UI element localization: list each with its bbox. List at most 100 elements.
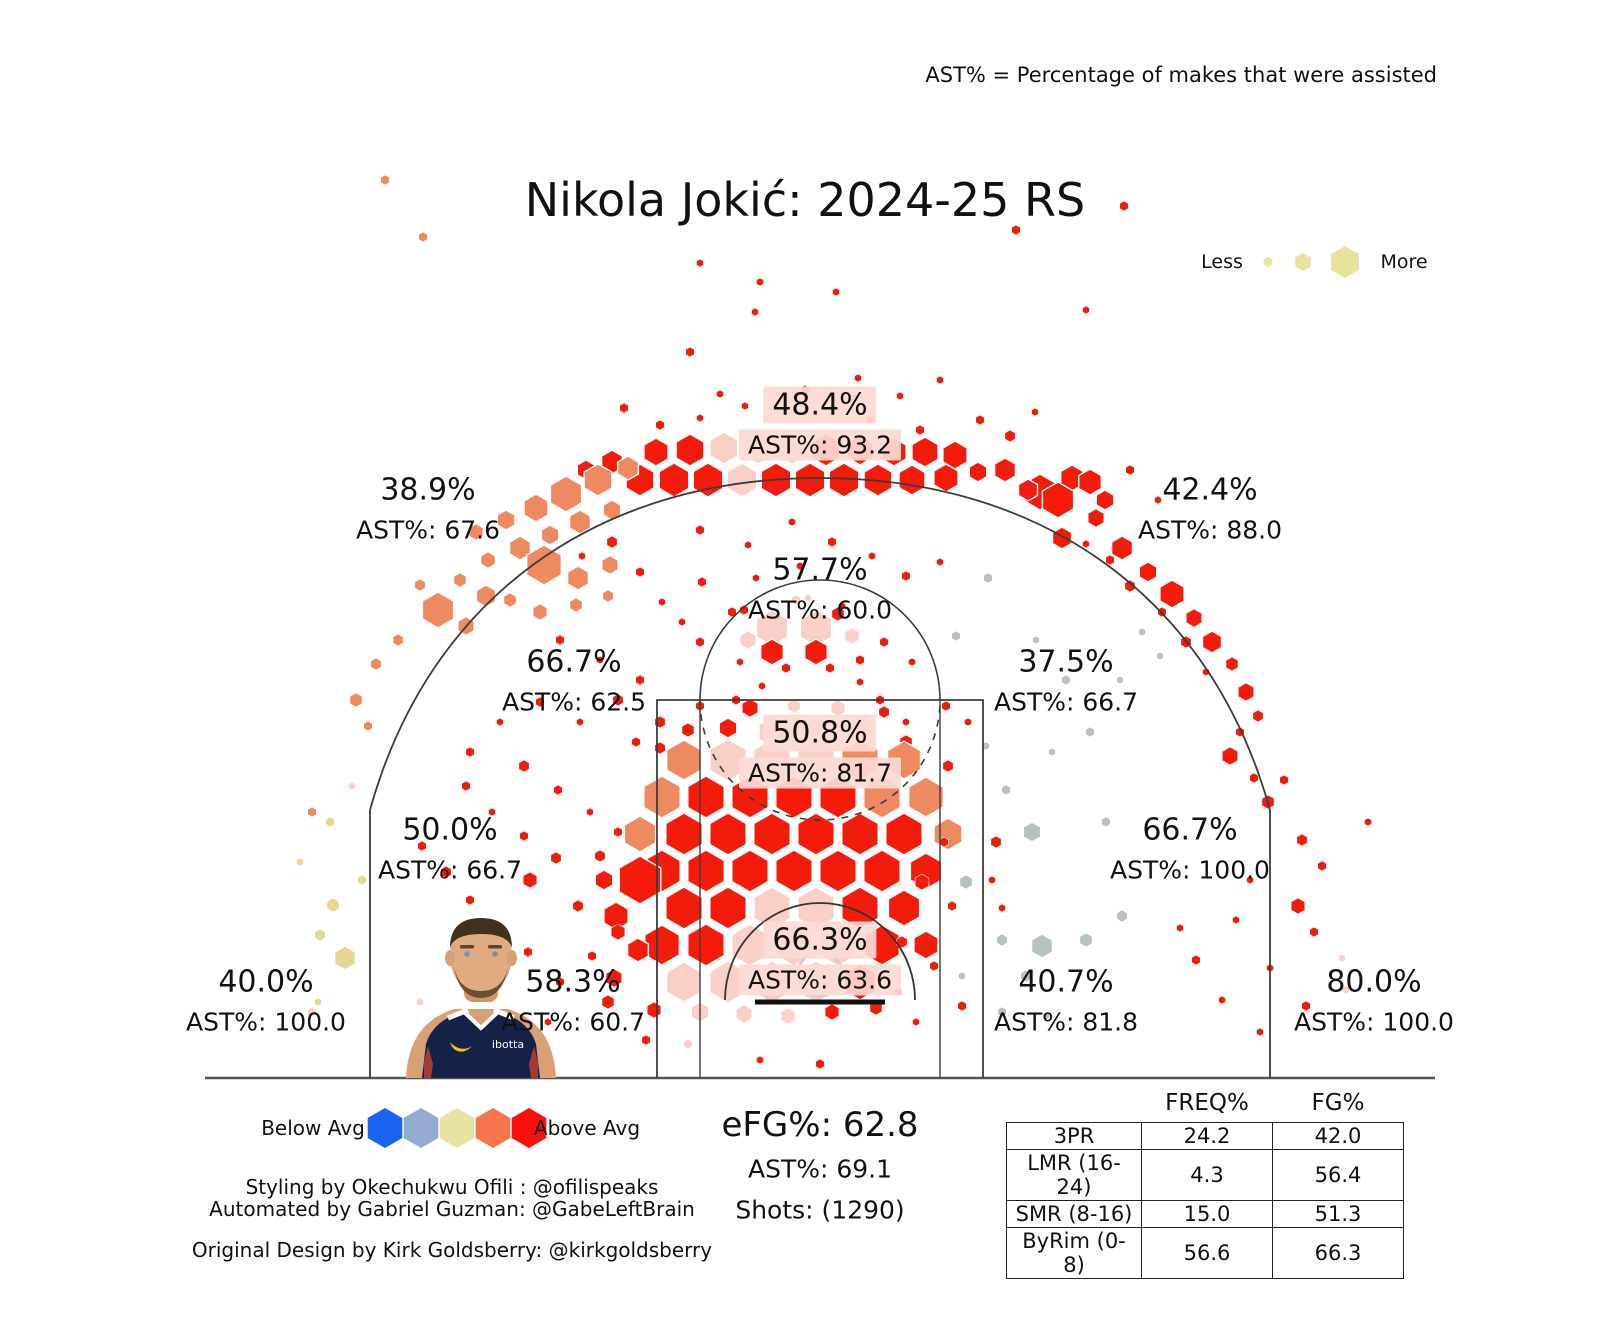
shot-hex [1364,817,1372,827]
shot-hex [635,566,645,578]
shot-hex [831,606,845,622]
shot-hex [1301,1000,1311,1012]
shot-hex [523,946,533,958]
zone-fg-label: 66.3% [763,921,877,959]
shot-hex [933,817,963,851]
shot-hex [827,536,837,548]
range-value-cell: 56.6 [1141,1227,1273,1279]
shot-hex [1022,821,1042,843]
shot-hex [939,836,949,848]
shot-hex [908,776,944,818]
shot-hex [911,436,939,468]
shot-hex [1119,200,1129,212]
shot-hex [941,700,951,712]
zone-ast-label: AST%: 60.7 [500,1007,646,1037]
shot-hex [696,413,704,423]
shot-hex [569,597,583,613]
shot-hex [314,928,326,942]
shot-hex [646,1001,662,1019]
range-label-cell: SMR (8-16) [1006,1200,1142,1228]
shot-hex [752,573,760,583]
shot-hex [887,889,921,927]
range-label-cell: LMR (16-24) [1006,1149,1142,1201]
shot-hex [348,781,356,791]
zone-fg-label: 38.9% [380,472,476,508]
shot-hex [363,720,373,732]
shot-hex [942,759,954,773]
shot-hex [296,857,304,867]
shot-hex [1156,651,1164,661]
shot-hex [879,636,889,648]
shot-hex [503,592,517,608]
shot-hex [1004,429,1016,443]
table-row: ByRim (0-8) 56.6 66.3 [1006,1227,1404,1279]
shot-hex [613,826,623,838]
shot-hex [727,606,737,618]
shot-hex [523,493,549,523]
shot-hex [841,812,879,856]
shot-hex [658,462,690,498]
shot-hex [709,812,747,856]
shot-hex [1105,554,1115,566]
shot-hex [488,807,496,817]
shot-hex [576,717,584,727]
color-legend-hex [367,1108,403,1148]
page-title: Nikola Jokić: 2024-25 RS [524,173,1086,227]
shot-hex [380,174,390,186]
shots-summary: Shots: (1290) [735,1195,905,1225]
zone-ast-label: AST%: 60.0 [747,595,893,625]
zone-ast-label: AST%: 66.7 [993,687,1139,717]
shot-hex [751,307,759,317]
zone-ast-label: AST%: 63.6 [738,964,902,996]
shot-hex [1246,875,1254,885]
shot-hex [475,584,497,608]
range-value-cell: 51.3 [1272,1200,1404,1228]
shot-hex [578,551,586,561]
shot-hex [1338,953,1346,963]
shot-hex [758,681,766,691]
shot-hex [998,903,1006,913]
size-legend-hex [1295,253,1311,271]
shot-hex [1087,508,1105,528]
range-value-cell: 24.2 [1141,1122,1273,1150]
shot-hex [641,1034,651,1046]
shot-hex [1079,932,1093,948]
shot-hex [819,849,857,893]
color-legend-hex [511,1108,547,1148]
zone-fg-label: 66.7% [526,644,622,680]
size-legend-less-label: Less [1201,251,1243,273]
size-legend-hex [1331,246,1359,278]
shot-hex [1138,561,1158,583]
shot-hex [1077,468,1103,496]
zone-fg-label: 80.0% [1326,964,1422,1000]
color-legend-hex [475,1108,511,1148]
shot-hex [418,231,428,243]
court-line [724,902,916,1001]
shot-hex [550,851,562,865]
shot-hex [553,784,563,796]
shot-hex [775,849,813,893]
nike-swoosh-icon [450,1042,472,1052]
court-line [699,699,941,821]
shot-hex [1011,224,1021,236]
shot-hex [990,835,1002,849]
shot-hex [983,572,993,584]
shot-hex [357,874,367,886]
zone-ast-label: AST%: 100.0 [186,1007,346,1037]
shot-hex [678,617,686,627]
shot-hex [586,807,594,817]
shot-hex [414,578,426,592]
shot-hex [975,414,985,426]
shot-hex [1124,579,1136,593]
shot-hex [947,900,957,912]
shot-hex [1317,860,1327,872]
zone-ast-label: AST%: 81.8 [993,1007,1139,1037]
zone-fg-label: 50.0% [402,812,498,848]
shot-hex [716,389,724,399]
shot-hex [914,873,930,891]
shot-hex [913,930,939,960]
shot-hex [333,945,357,971]
shot-hex [1221,746,1239,766]
shot-hex [1001,784,1011,796]
shot-hex [496,717,504,727]
